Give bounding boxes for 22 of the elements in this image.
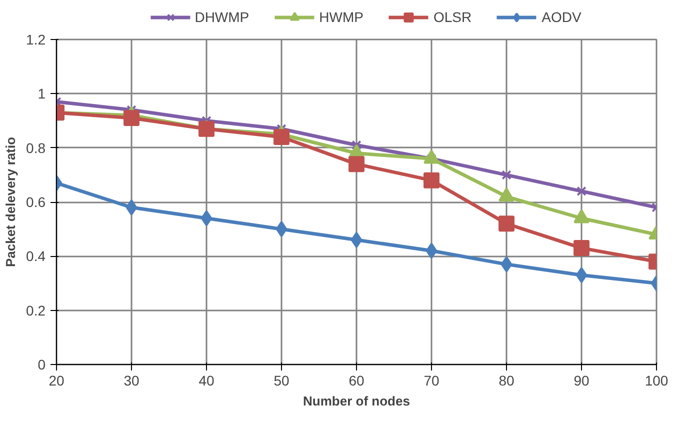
x-tick-label: 30 [124, 372, 140, 388]
x-axis-title: Number of nodes [303, 394, 410, 408]
legend-label: AODV [542, 9, 582, 25]
x-tick-label: 40 [198, 372, 214, 388]
x-tick-label: 80 [498, 372, 514, 388]
y-tick-label: 1 [38, 86, 46, 102]
x-tick-label: 90 [574, 372, 590, 388]
legend-label: OLSR [433, 9, 472, 25]
x-tick-label: 60 [348, 372, 364, 388]
y-tick-label: 1.2 [26, 32, 46, 48]
y-tick-label: 0 [38, 356, 46, 372]
x-tick-label: 70 [424, 372, 440, 388]
x-tick-label: 20 [48, 372, 64, 388]
y-tick-label: 0.2 [26, 302, 46, 318]
y-axis-title: Packet delevery ratio [3, 136, 18, 268]
legend-label: DHWMP [194, 9, 250, 25]
y-tick-label: 0.6 [26, 194, 46, 210]
x-tick-label: 50 [274, 372, 290, 388]
legend-label: HWMP [319, 9, 364, 25]
x-tick-label: 100 [644, 372, 668, 388]
y-tick-label: 0.4 [26, 248, 46, 264]
y-tick-label: 0.8 [26, 140, 46, 156]
